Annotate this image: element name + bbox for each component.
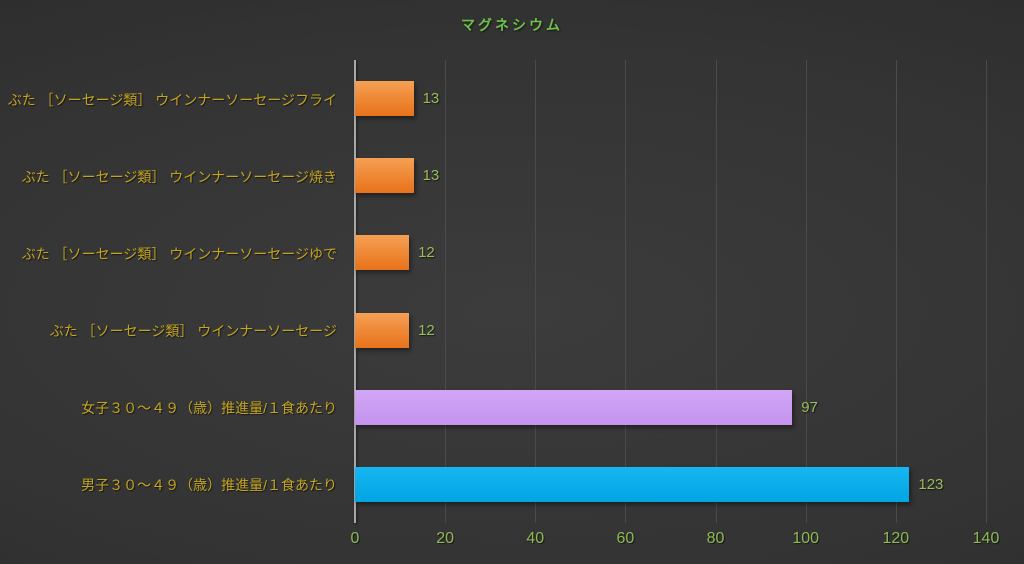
gridline [986, 60, 987, 523]
x-tick-label: 0 [350, 530, 360, 547]
bar [355, 235, 410, 271]
x-tick-label: 120 [882, 530, 910, 547]
x-tick-label: 140 [972, 530, 1000, 547]
x-tick-label: 80 [706, 530, 725, 547]
gridline [715, 60, 717, 523]
x-tick-label: 40 [526, 530, 545, 547]
x-tick-label: 60 [616, 530, 635, 547]
bar-value-label: 12 [418, 244, 435, 262]
bar-value-label: 12 [418, 321, 435, 339]
category-label: 女子３０～４９（歳）推進量/１食あたり [81, 400, 337, 417]
bar-value-label: 13 [422, 90, 440, 108]
category-label: 男子３０～４９（歳）推進量/１食あたり [81, 477, 337, 494]
x-axis: 0 20 40 60 80 100 120 140 [351, 528, 1000, 554]
gridline [805, 60, 807, 523]
bar-value-label: 97 [801, 398, 818, 416]
bar [355, 158, 414, 194]
category-label: ぶた ［ソーセージ類］ ウインナーソーセージフライ [7, 91, 337, 108]
category-label: ぶた ［ソーセージ類］ ウインナーソーセージ [49, 323, 337, 340]
chart-title: マグネシウム [461, 17, 563, 33]
value-axis-line [354, 60, 356, 523]
gridline [535, 60, 537, 523]
bar [355, 81, 414, 117]
bar [355, 312, 410, 348]
plot-area: 13 13 12 12 97 123 [354, 60, 987, 523]
bar-value-label: 13 [422, 167, 440, 185]
bar [355, 466, 910, 502]
category-label: ぶた ［ソーセージ類］ ウインナーソーセージゆで [21, 245, 337, 262]
bar [355, 389, 793, 425]
x-tick-label: 20 [436, 530, 455, 547]
bar-value-label: 123 [918, 475, 944, 493]
x-tick-label: 100 [792, 530, 820, 547]
category-label: ぶた ［ソーセージ類］ ウインナーソーセージ焼き [21, 168, 337, 185]
gridline [895, 60, 897, 523]
gridline [445, 60, 447, 523]
category-axis: ぶた ［ソーセージ類］ ウインナーソーセージフライぶた ［ソーセージ類］ ウイン… [0, 60, 345, 523]
gridline [625, 60, 627, 523]
